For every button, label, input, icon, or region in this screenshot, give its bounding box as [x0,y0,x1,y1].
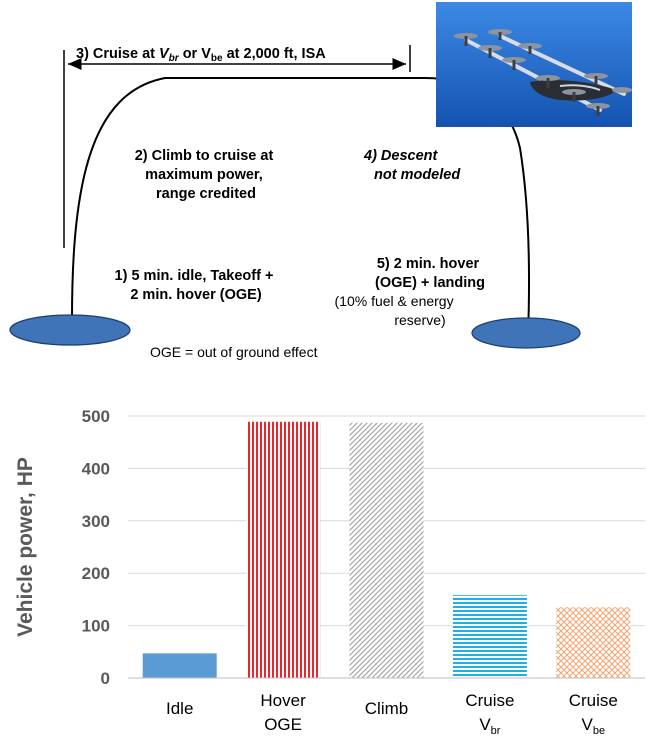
bar [142,653,217,678]
takeoff-label: 1) 5 min. idle, Takeoff + 2 min. hover (… [115,268,278,303]
cruise-label: 3) Cruise at Vbr or Vbe at 2,000 ft, ISA [76,46,326,64]
mission-profile-diagram: 3) Cruise at Vbr or Vbe at 2,000 ft, ISA… [9,2,632,360]
bar [246,421,321,678]
y-axis-label: Vehicle power, HP [14,457,37,637]
oge-note: OGE = out of ground effect [150,344,318,360]
bar [556,607,631,678]
x-tick-label: Climb [365,699,408,718]
x-tick-label: OGE [264,715,302,734]
x-tick-label: Cruise [569,691,618,710]
x-tick-label: Cruise [465,691,514,710]
climb-label: 2) Climb to cruise at maximum power, ran… [135,148,278,202]
takeoff-pad [9,314,131,346]
y-tick-label: 0 [101,669,110,688]
y-tick-label: 400 [82,459,110,478]
y-tick-label: 100 [82,617,110,636]
aircraft-photo [436,2,632,127]
landing-label: 5) 2 min. hover (OGE) + landing [375,256,485,291]
y-tick-label: 200 [82,564,110,583]
y-tick-label: 300 [82,512,110,531]
reserve-label: (10% fuel & energy reserve) [335,293,458,328]
x-tick-label: Hover [260,691,306,710]
bar [349,422,424,678]
x-tick-label: Vbe [582,715,606,737]
y-tick-label: 500 [82,407,110,426]
power-bar-chart: 0 100 200 300 400 500 Vehicle power, HP Idle Hov… [14,407,645,737]
bar [452,595,527,678]
landing-pad [471,317,581,349]
descent-label: 4) Descent not modeled [363,148,461,183]
x-tick-label: Vbr [479,715,500,737]
x-tick-label: Idle [166,699,193,718]
